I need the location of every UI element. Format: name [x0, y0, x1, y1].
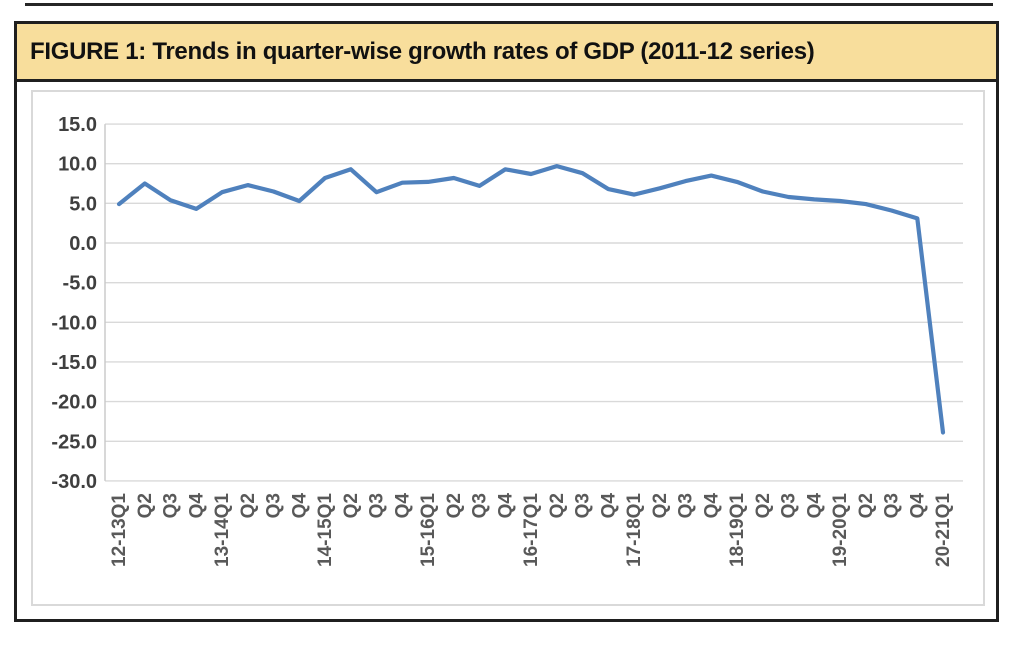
x-tick-label: Q3 — [264, 493, 285, 518]
x-tick-label: Q3 — [161, 493, 182, 518]
x-tick-label: 20-21Q1 — [933, 493, 954, 567]
x-tick-label: Q3 — [470, 493, 491, 518]
figure-title: FIGURE 1: Trends in quarter-wise growth … — [30, 37, 815, 65]
y-tick-label: -10.0 — [51, 312, 97, 334]
x-tick-label: Q4 — [907, 493, 928, 519]
figure-title-banner: FIGURE 1: Trends in quarter-wise growth … — [17, 24, 996, 82]
figure-box: FIGURE 1: Trends in quarter-wise growth … — [14, 21, 999, 622]
x-tick-label: 14-15Q1 — [315, 493, 336, 567]
x-tick-label: Q3 — [573, 493, 594, 518]
y-tick-label: -20.0 — [51, 392, 97, 414]
chart-frame: 15.0 10.0 5.0 0.0 -5.0 -10.0 -15.0 -20.0 -25.0 -3… — [31, 90, 985, 606]
x-tick-label: 17-18Q1 — [624, 493, 645, 567]
x-tick-label: 16-17Q1 — [521, 493, 542, 567]
x-tick-label: 18-19Q1 — [727, 493, 748, 567]
x-tick-label: Q2 — [856, 493, 877, 518]
y-tick-label: 0.0 — [69, 233, 97, 255]
x-tick-label: Q2 — [444, 493, 465, 518]
y-tick-label: -25.0 — [51, 431, 97, 453]
y-tick-label: 15.0 — [58, 114, 97, 136]
top-divider-line — [25, 3, 993, 6]
x-tick-label: Q3 — [367, 493, 388, 518]
x-tick-label: Q4 — [186, 493, 207, 519]
x-tick-label: 12-13Q1 — [109, 493, 130, 567]
gdp-line-chart: 15.0 10.0 5.0 0.0 -5.0 -10.0 -15.0 -20.0 -25.0 -3… — [51, 114, 963, 567]
y-tick-label: -15.0 — [51, 352, 97, 374]
x-tick-label: Q4 — [495, 493, 516, 519]
y-tick-label: 10.0 — [58, 154, 97, 176]
x-tick-label: 19-20Q1 — [830, 493, 851, 567]
x-tick-label: Q2 — [135, 493, 156, 518]
x-tick-label: Q4 — [804, 493, 825, 519]
y-tick-label: -30.0 — [51, 471, 97, 493]
x-tick-label: Q4 — [598, 493, 619, 519]
x-tick-label: Q2 — [238, 493, 259, 518]
y-tick-label: -5.0 — [63, 273, 97, 295]
y-tick-label: 5.0 — [69, 193, 97, 215]
x-tick-label: Q3 — [882, 493, 903, 518]
x-tick-label: Q4 — [392, 493, 413, 519]
x-tick-label: Q3 — [676, 493, 697, 518]
x-tick-label: Q2 — [650, 493, 671, 518]
x-tick-label: 15-16Q1 — [418, 493, 439, 567]
x-tick-label: Q4 — [289, 493, 310, 519]
x-tick-label: Q3 — [779, 493, 800, 518]
x-tick-label: Q4 — [701, 493, 722, 519]
x-tick-label: Q2 — [753, 493, 774, 518]
gdp-growth-line — [116, 163, 946, 435]
x-tick-label: 13-14Q1 — [212, 493, 233, 567]
x-tick-label: Q2 — [547, 493, 568, 518]
x-tick-label: Q2 — [341, 493, 362, 518]
